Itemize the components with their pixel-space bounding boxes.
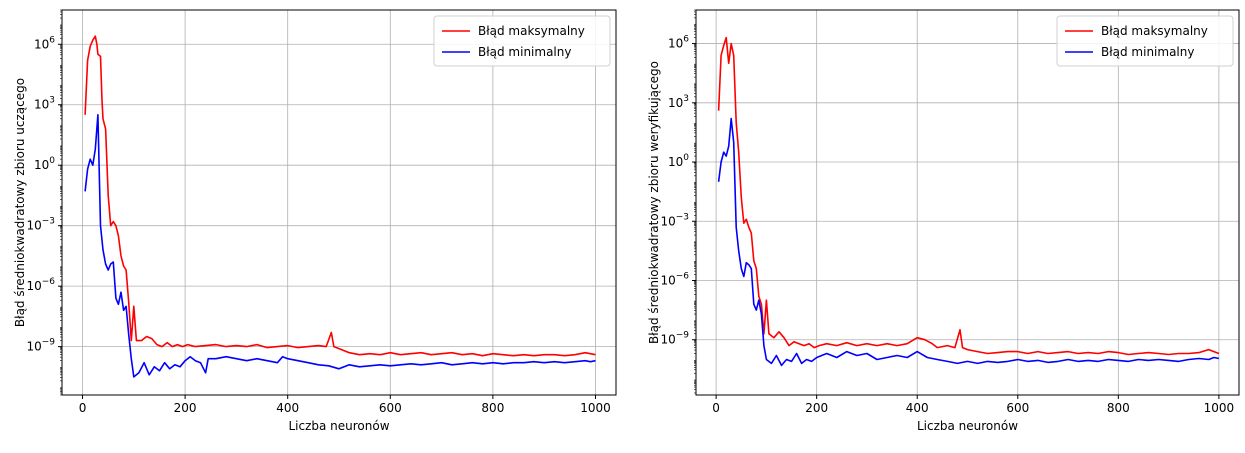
x-tick-label: 1000 xyxy=(1204,401,1235,415)
plot-frame xyxy=(61,9,617,396)
legend-label: Błąd minimalny xyxy=(478,45,571,59)
x-tick-label: 1000 xyxy=(580,401,611,415)
x-tick-label: 400 xyxy=(906,401,929,415)
y-tick-label: 10−9 xyxy=(26,338,55,354)
legend-label: Błąd minimalny xyxy=(1101,45,1194,59)
y-tick-label: 106 xyxy=(34,35,55,51)
x-axis-label: Liczba neuronów xyxy=(288,419,389,433)
x-tick-label: 600 xyxy=(379,401,402,415)
series-line-max xyxy=(717,36,1220,356)
legend-box xyxy=(1056,15,1234,67)
legend-label: Błąd maksymalny xyxy=(1101,24,1208,38)
y-tick-label: 10−6 xyxy=(660,271,689,287)
y-tick-label: 103 xyxy=(34,96,55,112)
y-tick-label: 10−3 xyxy=(26,217,55,233)
x-tick-label: 800 xyxy=(1107,401,1130,415)
chart-panel-2: 0 200 400 600 800 1000 10−9 10−6 10−3 100 103 106 Li… xyxy=(647,9,1240,433)
legend: Błąd maksymalny Błąd minimalny xyxy=(433,15,611,67)
y-tick-label: 10−6 xyxy=(26,277,55,293)
x-tick-label: 400 xyxy=(276,401,299,415)
y-tick-label: 103 xyxy=(668,94,689,110)
series-line-min xyxy=(84,114,596,378)
legend: Błąd maksymalny Błąd minimalny xyxy=(1056,15,1234,67)
legend-box xyxy=(433,15,611,67)
x-tick-label: 200 xyxy=(174,401,197,415)
y-tick-label: 100 xyxy=(668,153,689,169)
series-line-max xyxy=(84,35,596,357)
x-tick-label: 600 xyxy=(1006,401,1029,415)
x-axis-label: Liczba neuronów xyxy=(917,419,1018,433)
y-axis-label: Błąd średniokwadratowy zbioru weryfikują… xyxy=(647,61,661,344)
series-line-min xyxy=(717,117,1220,367)
x-tick-label: 800 xyxy=(481,401,504,415)
x-tick-label: 0 xyxy=(712,401,720,415)
y-tick-label: 10−9 xyxy=(660,331,689,347)
y-tick-label: 106 xyxy=(668,35,689,51)
legend-label: Błąd maksymalny xyxy=(478,24,585,38)
y-axis-label: Błąd średniokwadratowy zbioru uczącego xyxy=(13,78,27,327)
chart-panel-1: 0 200 400 600 800 1000 10−9 10−6 10−3 100 103 106 Li… xyxy=(13,9,617,433)
y-tick-label: 10−3 xyxy=(660,212,689,228)
plot-frame xyxy=(695,9,1240,396)
x-tick-label: 0 xyxy=(79,401,87,415)
y-tick-label: 100 xyxy=(34,156,55,172)
x-tick-label: 200 xyxy=(805,401,828,415)
